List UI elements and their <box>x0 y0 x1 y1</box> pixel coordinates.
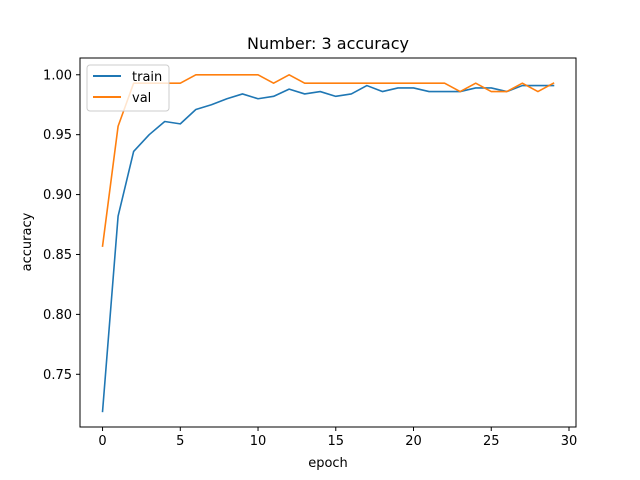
x-tick-label: 0 <box>98 434 106 449</box>
x-tick-label: 10 <box>250 434 267 449</box>
x-tick-label: 20 <box>405 434 422 449</box>
series-line-val <box>101 73 555 247</box>
y-tick-label: 0.85 <box>43 248 72 263</box>
x-axis-label: epoch <box>308 456 348 471</box>
series-line-train <box>101 84 555 413</box>
y-axis-label: accuracy <box>20 212 35 271</box>
x-tick-label: 25 <box>483 434 500 449</box>
x-axis-ticks: 0 5 10 15 20 25 30 <box>98 427 577 449</box>
plot-frame <box>79 57 577 428</box>
y-tick-label: 0.90 <box>43 188 72 203</box>
legend: train val <box>86 64 170 112</box>
x-tick-label: 15 <box>328 434 345 449</box>
legend-label-train: train <box>132 70 162 85</box>
y-tick-label: 0.80 <box>43 308 72 323</box>
chart-title: Number: 3 accuracy <box>247 34 409 53</box>
x-tick-label: 5 <box>176 434 184 449</box>
legend-label-val: val <box>132 91 151 106</box>
y-tick-label: 0.75 <box>43 368 72 383</box>
y-tick-label: 1.00 <box>43 68 72 83</box>
series-layer <box>101 73 555 413</box>
y-axis-ticks: 0.75 0.80 0.85 0.90 0.95 1.00 <box>43 68 80 383</box>
x-tick-label: 30 <box>561 434 578 449</box>
y-tick-label: 0.95 <box>43 128 72 143</box>
